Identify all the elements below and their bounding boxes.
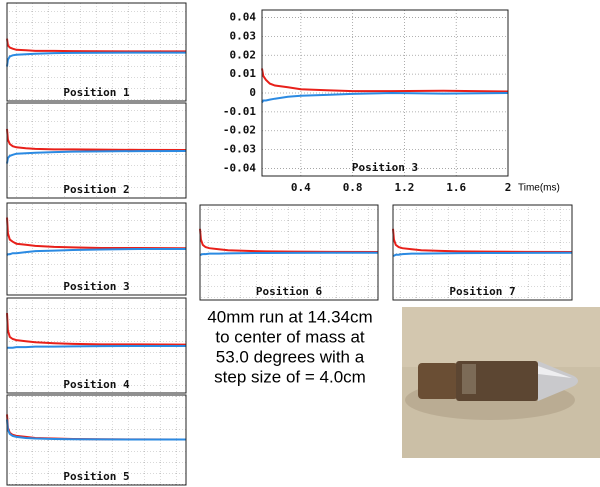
panel-title: Position 2 <box>63 183 129 196</box>
x-axis-label: Time(ms) <box>518 183 560 194</box>
trace <box>6 217 187 250</box>
x-tick-label: 1.2 <box>394 181 414 194</box>
panel-title: Position 1 <box>63 86 130 99</box>
caption: 40mm run at 14.34cm to center of mass at… <box>207 307 372 386</box>
caption-line: 40mm run at 14.34cm <box>207 307 372 326</box>
panel-title: Position 3 <box>352 161 418 174</box>
y-tick-label: 0.01 <box>230 67 257 80</box>
trace <box>392 228 573 253</box>
plot-frame <box>6 394 187 486</box>
trace <box>6 248 186 256</box>
plot-frame <box>199 204 379 301</box>
plot-frame <box>6 297 187 394</box>
trace <box>6 51 186 67</box>
panel-title: Position 7 <box>449 285 515 298</box>
trace <box>199 228 379 253</box>
trace <box>261 68 509 93</box>
panel: -0.04 -0.03 -0.02 -0.01 0 0.01 0.02 0.03 0.04 0.4… <box>223 9 560 194</box>
caption-line: step size of = 4.0cm <box>214 367 366 386</box>
y-tick-label: -0.02 <box>223 124 256 137</box>
trace <box>393 251 573 257</box>
plot-frame <box>261 9 509 177</box>
plot-frame <box>6 202 187 296</box>
panel: Position 5 <box>6 394 187 486</box>
trace <box>6 38 186 53</box>
y-tick-label: 0.02 <box>230 48 257 61</box>
y-tick-label: -0.04 <box>223 161 256 174</box>
panel-title: Position 3 <box>63 280 129 293</box>
y-tick-label: 0.03 <box>230 29 257 42</box>
panel: Position 1 <box>6 2 187 102</box>
y-tick-label: 0 <box>249 86 256 99</box>
trace <box>261 91 509 103</box>
panel: Position 2 <box>6 102 187 199</box>
photo <box>402 307 600 458</box>
trace <box>6 313 187 346</box>
panel-title: Position 6 <box>256 285 323 298</box>
x-tick-label: 1.6 <box>446 181 466 194</box>
plot-frame <box>392 204 573 301</box>
x-tick-label: 0.8 <box>343 181 363 194</box>
panel: Position 3 <box>6 202 187 296</box>
plot-frame <box>6 2 187 102</box>
x-tick-label: 2 <box>505 181 512 194</box>
caption-line: to center of mass at <box>215 327 365 346</box>
trace <box>6 419 186 441</box>
trace <box>200 251 378 256</box>
y-tick-label: -0.03 <box>223 143 256 156</box>
trace <box>7 345 186 349</box>
x-tick-label: 0.4 <box>291 181 311 194</box>
panel-title: Position 4 <box>63 378 130 391</box>
panel: Position 6 <box>199 204 379 301</box>
trace <box>6 128 187 151</box>
panel: Position 4 <box>6 297 187 394</box>
plot-frame <box>6 102 187 199</box>
y-tick-label: -0.01 <box>223 105 256 118</box>
panel: Position 7 <box>392 204 573 301</box>
y-tick-label: 0.04 <box>230 11 257 24</box>
caption-line: 53.0 degrees with a <box>216 347 365 366</box>
panel-title: Position 5 <box>63 470 129 483</box>
trace <box>6 150 187 164</box>
